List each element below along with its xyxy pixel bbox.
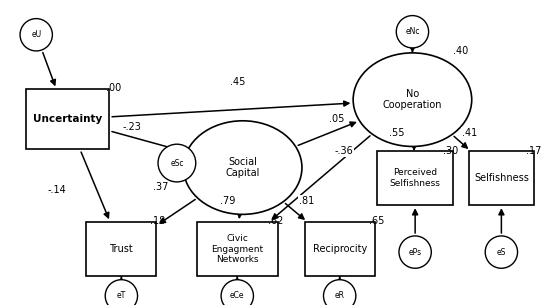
Text: .81: .81 xyxy=(299,196,314,206)
Text: eCe: eCe xyxy=(230,291,245,300)
FancyBboxPatch shape xyxy=(26,89,109,149)
Text: .37: .37 xyxy=(152,182,168,192)
FancyBboxPatch shape xyxy=(197,222,278,276)
Ellipse shape xyxy=(353,53,472,146)
Text: eNc: eNc xyxy=(405,27,420,36)
Text: .62: .62 xyxy=(268,216,284,226)
Text: .30: .30 xyxy=(443,146,458,156)
Text: -.14: -.14 xyxy=(47,185,66,195)
Text: .00: .00 xyxy=(106,83,121,93)
Ellipse shape xyxy=(399,236,431,268)
Text: eSc: eSc xyxy=(170,159,184,168)
Text: Social
Capital: Social Capital xyxy=(226,157,260,178)
Text: Selfishness: Selfishness xyxy=(474,173,529,183)
FancyBboxPatch shape xyxy=(469,151,534,205)
Text: -.36: -.36 xyxy=(334,146,353,156)
Text: eR: eR xyxy=(335,291,345,300)
Ellipse shape xyxy=(323,280,356,308)
Text: Trust: Trust xyxy=(109,244,133,254)
Ellipse shape xyxy=(221,280,254,308)
Text: eS: eS xyxy=(497,248,506,257)
Ellipse shape xyxy=(105,280,138,308)
Text: .17: .17 xyxy=(526,146,541,156)
FancyBboxPatch shape xyxy=(377,151,453,205)
Text: ePs: ePs xyxy=(409,248,422,257)
Text: Perceived
Selfishness: Perceived Selfishness xyxy=(390,168,441,188)
Text: -.23: -.23 xyxy=(123,122,141,132)
Text: .45: .45 xyxy=(229,77,245,87)
Text: .18: .18 xyxy=(150,216,165,226)
Text: Uncertainty: Uncertainty xyxy=(33,114,102,124)
Ellipse shape xyxy=(183,121,302,214)
Text: Civic
Engagment
Networks: Civic Engagment Networks xyxy=(211,234,263,264)
Ellipse shape xyxy=(485,236,518,268)
Text: eU: eU xyxy=(31,30,41,39)
Text: .41: .41 xyxy=(463,128,478,138)
Text: .40: .40 xyxy=(453,47,469,56)
Text: .79: .79 xyxy=(221,196,236,206)
Text: Reciprocity: Reciprocity xyxy=(312,244,367,254)
Ellipse shape xyxy=(396,16,428,48)
FancyBboxPatch shape xyxy=(86,222,156,276)
Ellipse shape xyxy=(158,144,196,182)
Text: .55: .55 xyxy=(389,128,405,138)
Text: eT: eT xyxy=(117,291,126,300)
Text: .05: .05 xyxy=(329,114,345,124)
Text: No
Cooperation: No Cooperation xyxy=(383,89,442,111)
FancyBboxPatch shape xyxy=(305,222,375,276)
Text: .65: .65 xyxy=(368,216,384,226)
Ellipse shape xyxy=(20,18,52,51)
